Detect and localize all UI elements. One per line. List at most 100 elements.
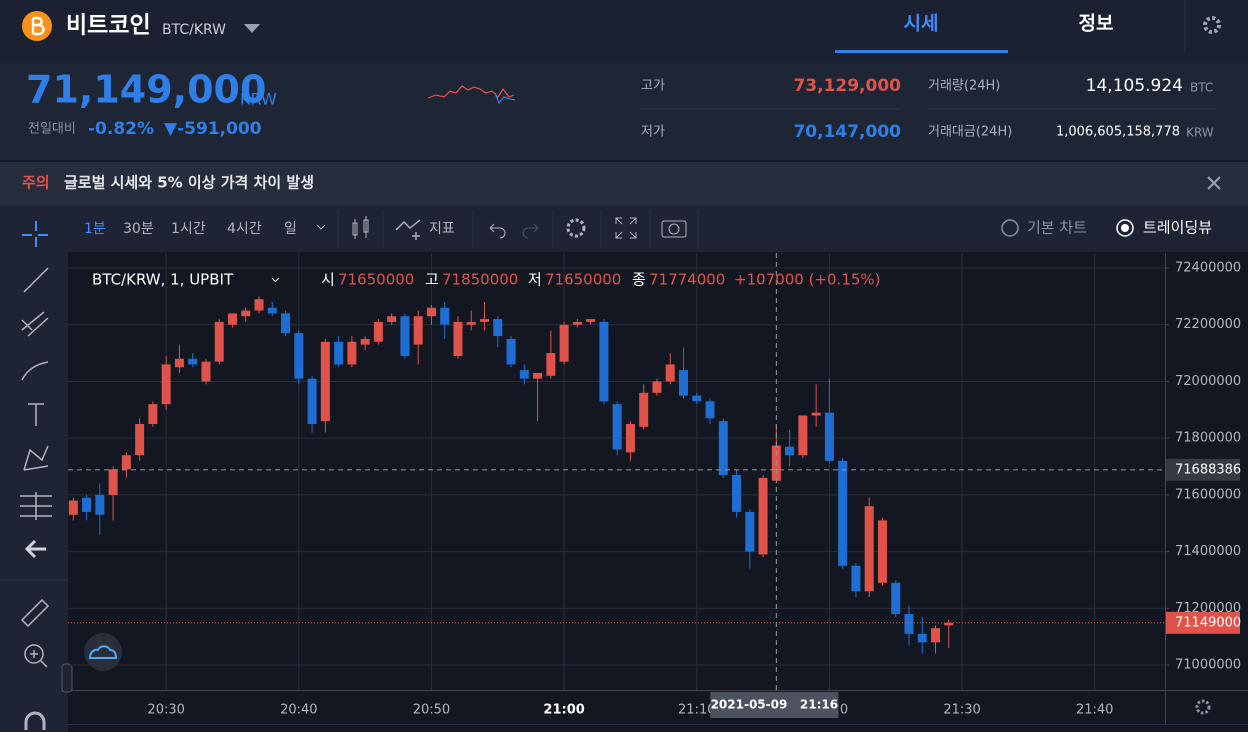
- axis-settings[interactable]: [1195, 699, 1211, 715]
- stat-value: 1,006,605,158,778: [1056, 125, 1180, 140]
- candle-body: [480, 319, 490, 322]
- stat-label: 거래량(24H): [928, 79, 1000, 94]
- candle-body: [665, 364, 675, 382]
- pair: BTC/KRW: [162, 22, 226, 38]
- candle-body: [254, 299, 264, 311]
- redo[interactable]: [522, 223, 539, 239]
- undo[interactable]: [489, 223, 506, 239]
- interval[interactable]: 일: [284, 221, 297, 237]
- x-tick-label: 21:10: [678, 703, 715, 718]
- stat-label: 고가: [641, 79, 665, 94]
- candle-body: [413, 316, 423, 345]
- x-tick-label: 21:00: [543, 703, 584, 718]
- stat-unit: KRW: [1186, 126, 1214, 140]
- price: 71,149,000: [26, 68, 266, 112]
- chevron[interactable]: [316, 224, 326, 230]
- candle-body: [466, 321, 476, 325]
- dropdown[interactable]: [244, 24, 260, 33]
- radio[interactable]: [1116, 219, 1134, 237]
- price-tag-label: 71149000: [1175, 615, 1241, 630]
- tab[interactable]: 정보: [1079, 13, 1114, 35]
- tool-brush[interactable]: [21, 361, 49, 381]
- candle-body: [281, 313, 291, 334]
- tab[interactable]: 시세: [904, 13, 939, 35]
- tool-text[interactable]: [28, 403, 44, 426]
- coin-name: 비트코인: [66, 13, 151, 39]
- stat-value: 70,147,000: [793, 122, 901, 142]
- tool-magnet[interactable]: [24, 711, 46, 730]
- legend-text: 시: [321, 271, 335, 289]
- time-axis: [68, 690, 1165, 732]
- snapshot[interactable]: [661, 220, 687, 238]
- tool-line[interactable]: [23, 267, 49, 293]
- stat-value: 14,105.924: [1086, 76, 1183, 96]
- legend-text: 고: [425, 271, 439, 289]
- tool-measure[interactable]: [20, 492, 52, 520]
- interval[interactable]: 4시간: [227, 221, 262, 237]
- change-amount: ▼-591,000: [164, 119, 262, 139]
- tool-pattern[interactable]: [23, 445, 49, 471]
- plot: [68, 253, 1165, 690]
- y-tick-label: 72400000: [1175, 261, 1241, 276]
- candle-body: [705, 401, 715, 419]
- indicator-icon[interactable]: [395, 219, 421, 240]
- candle-body: [82, 497, 92, 512]
- legend-text: 71774000: [649, 271, 725, 289]
- x-tick-label: 20:50: [413, 703, 450, 718]
- price-tag: [1166, 611, 1240, 634]
- coin-icon-glyph: [31, 16, 45, 36]
- tool-zoom-glyph: [30, 650, 48, 668]
- tool-crosshair[interactable]: [22, 221, 50, 249]
- tab-underline: [835, 50, 1008, 53]
- legend-text: 71850000: [442, 271, 518, 289]
- candle-body: [718, 421, 728, 476]
- candle-body: [533, 372, 543, 379]
- candle-body: [400, 316, 410, 356]
- candle-body: [864, 506, 874, 592]
- price-axis: [1166, 253, 1248, 732]
- tool-zoom[interactable]: [24, 644, 44, 664]
- candle-body: [214, 321, 224, 362]
- legend-text: 71650000: [338, 271, 414, 289]
- legend-text: 저: [528, 271, 542, 289]
- x-tick-label: 20:30: [147, 703, 184, 718]
- collapse-handle[interactable]: [61, 663, 73, 693]
- candle-body: [612, 404, 622, 450]
- candle-body: [241, 310, 251, 317]
- settings-icon[interactable]: [1203, 16, 1221, 34]
- candle-body: [798, 415, 808, 456]
- interval[interactable]: 1분: [84, 221, 106, 237]
- x-tick-label: 21:30: [943, 703, 980, 718]
- chart-toolbar: [68, 206, 1248, 252]
- logo: [84, 633, 122, 671]
- candle-body: [811, 412, 821, 416]
- change-rate: -0.82%: [88, 119, 154, 139]
- candle-body: [732, 475, 742, 512]
- radio[interactable]: [1001, 219, 1019, 237]
- candle-body: [758, 477, 768, 555]
- x-tick-label: 20:40: [280, 703, 317, 718]
- stat-unit: BTC: [1190, 81, 1213, 95]
- candle-body: [320, 341, 330, 422]
- tool-back[interactable]: [24, 539, 46, 559]
- chart-mode[interactable]: 트레이딩뷰: [1143, 219, 1212, 237]
- interval[interactable]: 30분: [123, 221, 154, 237]
- settings[interactable]: [566, 218, 586, 238]
- candle-style-icon[interactable]: [352, 216, 369, 239]
- interval[interactable]: 1시간: [171, 221, 206, 237]
- indicators[interactable]: 지표: [429, 221, 455, 237]
- candle-body: [188, 358, 198, 365]
- y-tick-label: 71400000: [1175, 544, 1241, 559]
- legend-text: BTC/KRW, 1, UPBIT: [92, 271, 234, 289]
- candle-body: [877, 520, 887, 583]
- fullscreen[interactable]: [615, 217, 637, 239]
- plot-area: [68, 253, 1165, 690]
- chart-mode[interactable]: 기본 차트: [1027, 219, 1087, 237]
- candle-body: [904, 614, 914, 634]
- tool-ruler[interactable]: [20, 598, 50, 628]
- close-icon[interactable]: [1207, 176, 1221, 190]
- snapshot-lens: [668, 223, 680, 235]
- tool-fib[interactable]: [21, 311, 49, 337]
- stat-label: 거래대금(24H): [928, 125, 1012, 140]
- candle-body: [692, 395, 702, 402]
